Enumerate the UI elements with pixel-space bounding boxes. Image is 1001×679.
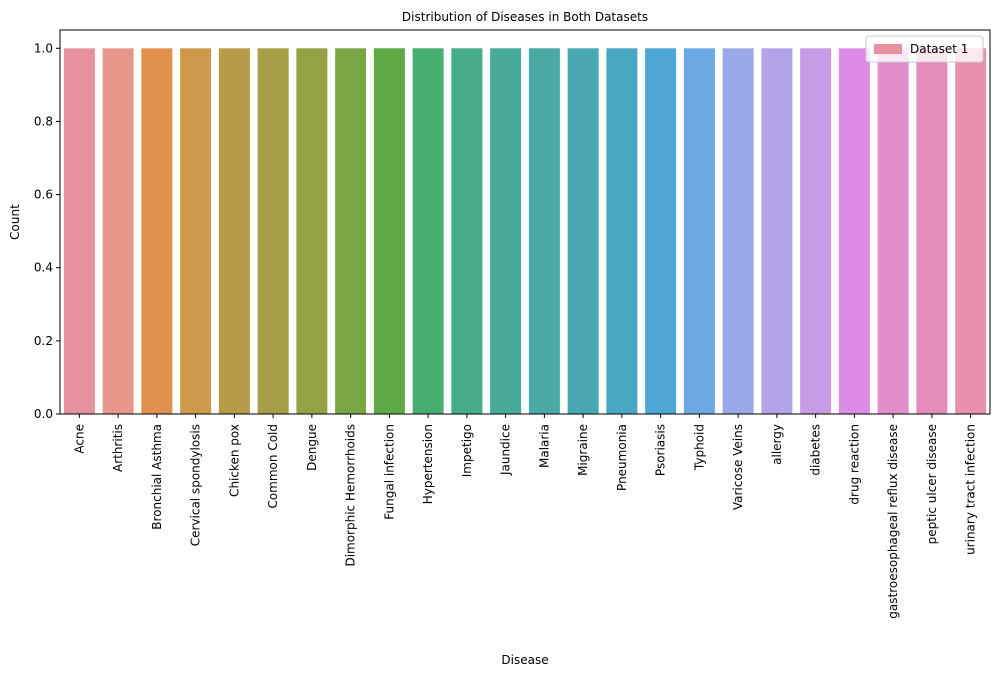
bar-typhoid <box>683 48 715 414</box>
bar-peptic-ulcer-disease <box>916 48 948 414</box>
legend-frame <box>865 35 984 63</box>
x-tick-label-gastroesophageal-reflux-disease: gastroesophageal reflux disease <box>886 424 900 619</box>
x-tick-label-drug-reaction: drug reaction <box>847 424 861 505</box>
x-tick-label-acne: Acne <box>72 424 86 454</box>
bar-bronchial-asthma <box>141 48 173 414</box>
x-tick-label-cervical-spondylosis: Cervical spondylosis <box>189 424 203 546</box>
x-tick-label-chicken-pox: Chicken pox <box>227 424 241 497</box>
x-tick-label-dimorphic-hemorrhoids: Dimorphic Hemorrhoids <box>344 424 358 567</box>
x-tick-label-common-cold: Common Cold <box>266 424 280 509</box>
plot-frame <box>59 29 991 415</box>
bar-gastroesophageal-reflux-disease <box>877 48 909 414</box>
bar-urinary-tract-infection <box>955 48 987 414</box>
bar-jaundice <box>490 48 522 414</box>
bars-group <box>63 48 987 414</box>
legend-swatch <box>874 44 902 54</box>
bar-cervical-spondylosis <box>180 48 212 414</box>
bar-dimorphic-hemorrhoids <box>335 48 367 414</box>
y-axis: 0.0 0.2 0.4 0.6 0.8 1.0 <box>34 41 60 421</box>
y-axis-label: Count <box>8 204 22 240</box>
x-tick-label-jaundice: Jaundice <box>499 424 513 476</box>
x-tick-label-arthritis: Arthritis <box>111 424 125 472</box>
legend: Dataset 1 <box>865 35 984 63</box>
x-axis: Acne Arthritis Bronchial Asthma Cervical sp… <box>72 414 978 619</box>
bar-common-cold <box>257 48 289 414</box>
bar-psoriasis <box>645 48 677 414</box>
y-tick-label: 1.0 <box>34 41 53 55</box>
bar-malaria <box>528 48 560 414</box>
bar-chicken-pox <box>218 48 250 414</box>
bar-dengue <box>296 48 328 414</box>
y-tick-label: 0.6 <box>34 188 53 202</box>
x-tick-label-psoriasis: Psoriasis <box>654 424 668 476</box>
x-tick-label-migraine: Migraine <box>576 424 590 476</box>
x-tick-label-typhoid: Typhoid <box>692 424 706 471</box>
x-tick-label-impetigo: Impetigo <box>460 424 474 477</box>
x-tick-label-urinary-tract-infection: urinary tract infection <box>964 424 978 555</box>
bar-fungal-infection <box>373 48 405 414</box>
bar-varicose-veins <box>722 48 754 414</box>
x-tick-label-varicose-veins: Varicose Veins <box>731 424 745 510</box>
y-tick-label: 0.8 <box>34 114 53 128</box>
x-tick-label-dengue: Dengue <box>305 424 319 471</box>
chart-title: Distribution of Diseases in Both Dataset… <box>402 10 648 24</box>
x-tick-label-hypertension: Hypertension <box>421 424 435 504</box>
y-tick-label: 0.4 <box>34 261 53 275</box>
y-tick-label: 0.2 <box>34 334 53 348</box>
x-tick-label-pneumonia: Pneumonia <box>615 424 629 491</box>
bar-acne <box>63 48 95 414</box>
bar-diabetes <box>800 48 832 414</box>
x-tick-label-diabetes: diabetes <box>809 424 823 476</box>
y-tick-label: 0.0 <box>34 407 53 421</box>
x-tick-label-allergy: allergy <box>770 424 784 465</box>
bar-allergy <box>761 48 793 414</box>
x-tick-label-peptic-ulcer-disease: peptic ulcer disease <box>925 424 939 544</box>
bar-arthritis <box>102 48 134 414</box>
bar-hypertension <box>412 48 444 414</box>
bar-drug-reaction <box>838 48 870 414</box>
bar-pneumonia <box>606 48 638 414</box>
bar-migraine <box>567 48 599 414</box>
x-tick-label-bronchial-asthma: Bronchial Asthma <box>150 424 164 530</box>
bar-impetigo <box>451 48 483 414</box>
x-axis-label: Disease <box>501 653 548 667</box>
legend-label: Dataset 1 <box>910 42 968 56</box>
x-tick-label-malaria: Malaria <box>537 424 551 468</box>
x-tick-label-fungal-infection: Fungal infection <box>382 424 396 520</box>
